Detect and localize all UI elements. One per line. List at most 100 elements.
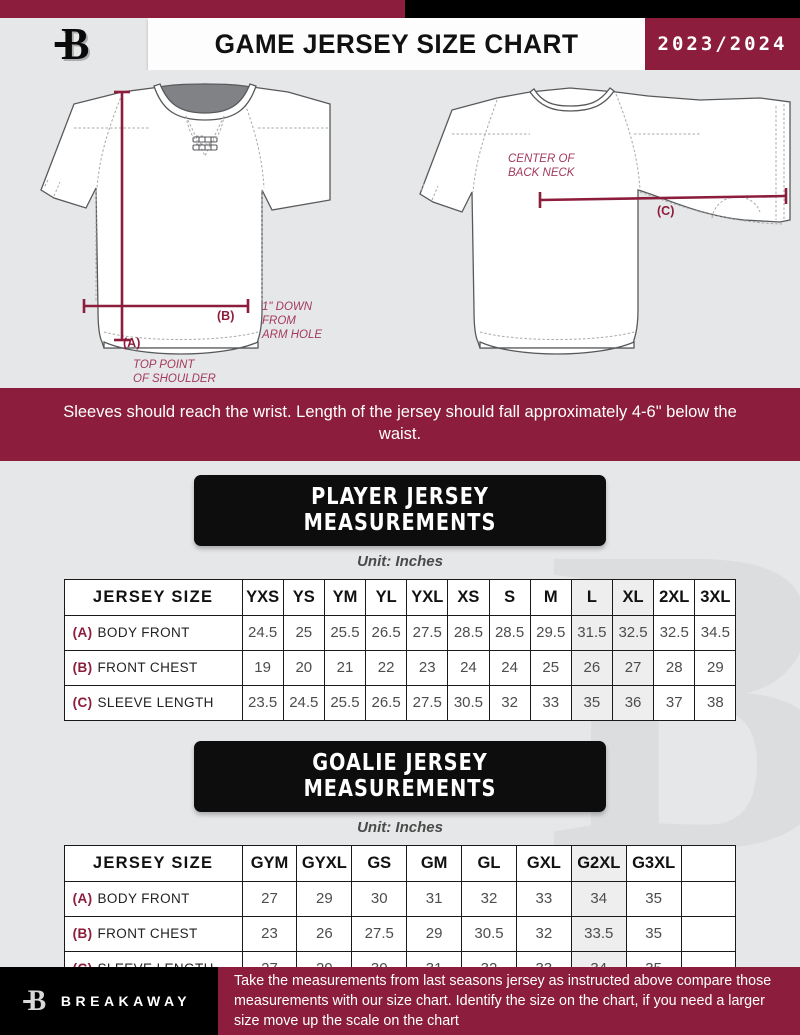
size-column-header: [680, 844, 737, 882]
measurement-value-cell: 19: [241, 649, 284, 686]
measurement-value-cell: [680, 915, 737, 952]
table-row: (B) FRONT CHEST 19 20 21 22 23 24 24 25 26 27 28 29: [63, 649, 737, 686]
front-dimension-lines: [82, 90, 250, 342]
measurement-label-cell: (A) BODY FRONT: [63, 614, 243, 651]
size-column-header: XL: [611, 578, 655, 616]
player-section: PLAYER JERSEY MEASUREMENTS Unit: Inches …: [0, 461, 800, 721]
size-column-header: L: [570, 578, 613, 616]
measurement-value-cell: 34.5: [694, 614, 737, 651]
size-column-header: YXS: [241, 578, 284, 616]
measurement-tag: (A): [72, 625, 93, 641]
measurement-value-cell: 38: [694, 684, 737, 721]
measurement-value-cell: 25.5: [323, 684, 367, 721]
measurement-label-cell: (C)SLEEVE LENGTH: [63, 684, 243, 721]
measurement-value-cell: 32: [461, 880, 517, 917]
measurement-value-cell: 24: [488, 649, 531, 686]
measurement-value-cell: 32.5: [611, 614, 655, 651]
measurement-value-cell: 24: [447, 649, 490, 686]
player-section-banner: PLAYER JERSEY MEASUREMENTS: [194, 474, 606, 546]
front-jersey-illustration: [40, 83, 331, 355]
measurement-value-cell: 29.5: [529, 614, 572, 651]
jersey-diagram: (A) TOP POINT OF SHOULDER (B) 1" DOWN FR…: [0, 70, 800, 388]
page-title: GAME JERSEY SIZE CHART: [148, 18, 645, 70]
goalie-measurements-table: JERSEY SIZE GYM GYXL GS GM GL GXL G2XL G3XL (A) BO…: [63, 844, 737, 987]
measurement-value-cell: 29: [694, 649, 737, 686]
measurement-value-cell: 27.5: [351, 915, 408, 952]
measurement-label-cell: (A) BODY FRONT: [63, 880, 243, 917]
size-column-header: GL: [461, 844, 517, 882]
measurement-value-cell: 36: [611, 684, 655, 721]
season-text: 2023/2024: [657, 33, 788, 55]
back-jersey-illustration: [419, 87, 791, 355]
measurement-value-cell: 23: [406, 649, 449, 686]
measurement-value-cell: 32.5: [653, 614, 696, 651]
size-column-header: GM: [406, 844, 463, 882]
measurement-value-cell: 26: [296, 915, 353, 952]
top-bar-black: [405, 0, 800, 18]
measurement-value-cell: 25: [282, 614, 325, 651]
measurement-value-cell: 32: [515, 915, 572, 952]
measurement-value-cell: [680, 880, 737, 917]
measurement-value-cell: 29: [296, 880, 353, 917]
size-column-header: GYXL: [296, 844, 353, 882]
measurement-value-cell: 34: [570, 880, 627, 917]
measurement-value-cell: 24.5: [282, 684, 325, 721]
table-row: (C) SLEEVE LENGTH 23.5 24.5 25.5 26.5 27.5 30.5…: [63, 684, 737, 721]
footer-logo: B BREAKAWAY: [0, 967, 218, 1035]
table-header-row: JERSEY SIZE GYM GYXL GS GM GL GXL G2XL G3XL: [63, 844, 737, 882]
brand-name: BREAKAWAY: [60, 993, 192, 1009]
breakaway-b-logo-icon: B: [23, 984, 47, 1017]
page-header: B GAME JERSEY SIZE CHART 2023/2024: [0, 18, 800, 70]
top-accent-bar: [0, 0, 800, 18]
measurement-value-cell: 27: [611, 649, 655, 686]
measurement-value-cell: 33.5: [570, 915, 627, 952]
measurement-value-cell: 33: [515, 880, 572, 917]
measurement-value-cell: 30.5: [461, 915, 517, 952]
size-column-header: 3XL: [694, 578, 737, 616]
measurement-value-cell: 25: [529, 649, 572, 686]
label-a-line2: OF SHOULDER: [133, 373, 216, 385]
label-c-line2: BACK NECK: [508, 167, 576, 179]
back-dimension-line: [538, 188, 788, 208]
measurement-tag: (A): [72, 891, 93, 907]
measurement-value-cell: 20: [282, 649, 325, 686]
measurement-value-cell: 27.5: [406, 614, 449, 651]
size-header-cell: JERSEY SIZE: [63, 844, 243, 882]
measurement-value-cell: 30: [351, 880, 408, 917]
size-column-header: GYM: [241, 844, 298, 882]
size-column-header: G3XL: [625, 844, 682, 882]
measurement-value-cell: 32: [488, 684, 531, 721]
size-column-header: G2XL: [570, 844, 627, 882]
measurement-value-cell: 21: [323, 649, 367, 686]
measurement-value-cell: 37: [653, 684, 696, 721]
size-column-header: GS: [351, 844, 408, 882]
measurement-value-cell: 28.5: [488, 614, 531, 651]
measurement-value-cell: 27: [241, 880, 298, 917]
player-banner-text: PLAYER JERSEY MEASUREMENTS: [303, 483, 497, 536]
measurement-value-cell: 31.5: [570, 614, 613, 651]
label-c-tag: (C): [657, 204, 674, 218]
measurement-value-cell: 23.5: [241, 684, 284, 721]
player-measurements-table: JERSEY SIZE YXS YS YM YL YXL XS S M L XL 2XL 3XL (A) B…: [63, 578, 737, 721]
size-column-header: YXL: [406, 578, 449, 616]
label-b-line2: FROM: [262, 315, 296, 327]
measurement-value-cell: 26: [570, 649, 613, 686]
measurement-value-cell: 28: [653, 649, 696, 686]
table-row: (A) BODY FRONT 27 29 30 31 32 33 34 35: [63, 880, 737, 917]
measurement-value-cell: 30.5: [447, 684, 490, 721]
size-column-header: YS: [282, 578, 325, 616]
label-b-line1: 1" DOWN: [262, 301, 313, 313]
label-a-line1: TOP POINT: [133, 359, 195, 371]
label-b-tag: (B): [217, 309, 234, 323]
measurement-value-cell: 24.5: [241, 614, 284, 651]
size-column-header: GXL: [515, 844, 572, 882]
table-header-row: JERSEY SIZE YXS YS YM YL YXL XS S M L XL 2XL 3XL: [63, 578, 737, 616]
size-column-header: M: [529, 578, 572, 616]
measurement-value-cell: 35: [625, 880, 682, 917]
measurement-value-cell: 28.5: [447, 614, 490, 651]
measurement-label-cell: (B) FRONT CHEST: [63, 915, 243, 952]
goalie-banner-text: GOALIE JERSEY MEASUREMENTS: [303, 749, 497, 802]
size-column-header: 2XL: [653, 578, 696, 616]
page-footer: B BREAKAWAY Take the measurements from l…: [0, 967, 800, 1035]
player-unit-label: Unit: Inches: [357, 552, 443, 570]
